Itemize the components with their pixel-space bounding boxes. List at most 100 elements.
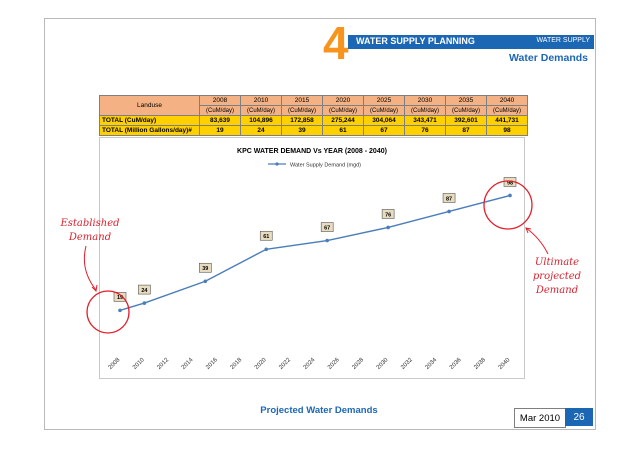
- x-tick-label: 2012: [156, 357, 170, 371]
- x-tick-label: 2022: [278, 357, 292, 371]
- table-cell: 83,639: [199, 115, 241, 126]
- unit-cell: (CuM/day): [322, 105, 364, 116]
- data-label-box: [199, 262, 212, 273]
- data-point: [508, 193, 512, 198]
- unit-cell: (CuM/day): [199, 105, 241, 116]
- table-cell: 104,896: [240, 115, 282, 126]
- table-header-row: Landuse 2008 2010 2015 2020 2025 2030 20…: [99, 95, 528, 116]
- table-cell: 87: [445, 125, 487, 136]
- data-label: 61: [263, 234, 269, 240]
- data-label-box: [442, 193, 456, 203]
- x-tick-label: 2032: [400, 357, 414, 371]
- section-title: Water Demands: [509, 52, 588, 64]
- x-tick-label: 2026: [327, 357, 341, 371]
- data-label-box: [259, 230, 273, 241]
- year-header: 2025: [363, 95, 405, 106]
- note-line: Ultimate: [534, 257, 580, 268]
- legend-label: Water Supply Demand (mgd): [290, 163, 361, 169]
- year-header: 2040: [486, 95, 528, 106]
- data-label-box: [138, 284, 151, 295]
- demand-line-chart: KPC WATER DEMAND Vs YEAR (2008 - 2040) W…: [108, 148, 517, 371]
- year-header: 2035: [445, 95, 487, 106]
- legend-marker: [275, 162, 279, 166]
- x-tick-label: 2010: [132, 357, 146, 371]
- note-line: Demand: [68, 232, 112, 243]
- note-line: Established: [60, 218, 120, 229]
- table-cell: 392,601: [445, 115, 487, 126]
- x-tick-label: 2024: [303, 357, 317, 371]
- x-tick-label: 2040: [498, 357, 512, 371]
- data-point: [118, 308, 122, 313]
- unit-cell: (CuM/day): [486, 105, 528, 116]
- x-tick-label: 2028: [351, 357, 365, 371]
- x-tick-label: 2038: [473, 357, 487, 371]
- data-label: 76: [385, 212, 391, 218]
- unit-cell: (CuM/day): [445, 105, 487, 116]
- data-label: 24: [141, 288, 148, 294]
- table-row: TOTAL (CuM/day) 83,639 104,896 172,858 2…: [99, 115, 528, 126]
- note-line: Demand: [535, 285, 579, 296]
- data-label: 19: [117, 295, 123, 301]
- table-cell: 19: [199, 125, 241, 136]
- table-cell: 441,731: [486, 115, 528, 126]
- table-cell: 61: [322, 125, 364, 136]
- data-point: [386, 225, 390, 230]
- unit-cell: (CuM/day): [404, 105, 446, 116]
- year-header: 2030: [404, 95, 446, 106]
- date-box: Mar 2010: [514, 408, 566, 428]
- data-label: 87: [446, 196, 452, 202]
- data-point: [325, 238, 329, 243]
- table-cell: 304,064: [363, 115, 405, 126]
- x-tick-label: 2020: [254, 357, 268, 371]
- header-title: WATER SUPPLY PLANNING: [356, 36, 475, 46]
- x-tick-label: 2008: [108, 357, 122, 371]
- data-point: [203, 279, 208, 284]
- x-tick-label: 2036: [449, 357, 463, 371]
- table-cell: 39: [281, 125, 323, 136]
- x-tick-label: 2014: [181, 357, 195, 371]
- footer-title: Projected Water Demands: [260, 405, 378, 416]
- data-label-box: [381, 209, 395, 219]
- data-label: 98: [507, 180, 513, 186]
- x-tick-label: 2016: [205, 357, 219, 371]
- landuse-header: Landuse: [99, 95, 200, 116]
- table-cell: 76: [404, 125, 446, 136]
- table-cell: 172,858: [281, 115, 323, 126]
- chart-area: KPC WATER DEMAND Vs YEAR (2008 - 2040) W…: [99, 137, 525, 379]
- x-tick-label: 2018: [230, 357, 244, 371]
- table-cell: 343,471: [404, 115, 446, 126]
- page-number: 26: [565, 408, 593, 426]
- x-tick-label: 2034: [425, 357, 439, 371]
- unit-row: (CuM/day) (CuM/day) (CuM/day) (CuM/day) …: [100, 105, 528, 116]
- established-demand-note: Established Demand: [52, 217, 128, 245]
- data-label-box: [320, 222, 334, 232]
- year-header: 2010: [240, 95, 282, 106]
- unit-cell: (CuM/day): [240, 105, 282, 116]
- series-line: [119, 194, 511, 312]
- row-label: TOTAL (CuM/day): [99, 115, 200, 126]
- unit-cell: (CuM/day): [363, 105, 405, 116]
- year-header: 2015: [281, 95, 323, 106]
- data-point: [447, 209, 451, 214]
- section-number: 4: [323, 17, 349, 69]
- table-cell: 67: [363, 125, 405, 136]
- header-bar: [348, 35, 594, 49]
- table-cell: 24: [240, 125, 282, 136]
- data-point: [264, 247, 269, 252]
- data-label: 67: [324, 225, 330, 231]
- table-cell: 98: [486, 125, 528, 136]
- unit-cell: (CuM/day): [281, 105, 323, 116]
- demand-table: Landuse 2008 2010 2015 2020 2025 2030 20…: [99, 95, 528, 136]
- year-header: 2020: [322, 95, 364, 106]
- ultimate-demand-note: Ultimate projected Demand: [522, 256, 592, 298]
- header-tag: WATER SUPPLY: [536, 37, 590, 44]
- x-tick-label: 2030: [376, 357, 390, 371]
- row-label: TOTAL (Million Gallons/day)#: [99, 125, 200, 136]
- table-cell: 275,244: [322, 115, 364, 126]
- note-line: projected: [532, 271, 582, 282]
- year-header: 2008: [199, 95, 241, 106]
- chart-title: KPC WATER DEMAND Vs YEAR (2008 - 2040): [237, 148, 387, 155]
- data-point: [142, 301, 147, 305]
- table-row: TOTAL (Million Gallons/day)# 19 24 39 61…: [99, 125, 528, 136]
- data-label: 39: [202, 266, 208, 272]
